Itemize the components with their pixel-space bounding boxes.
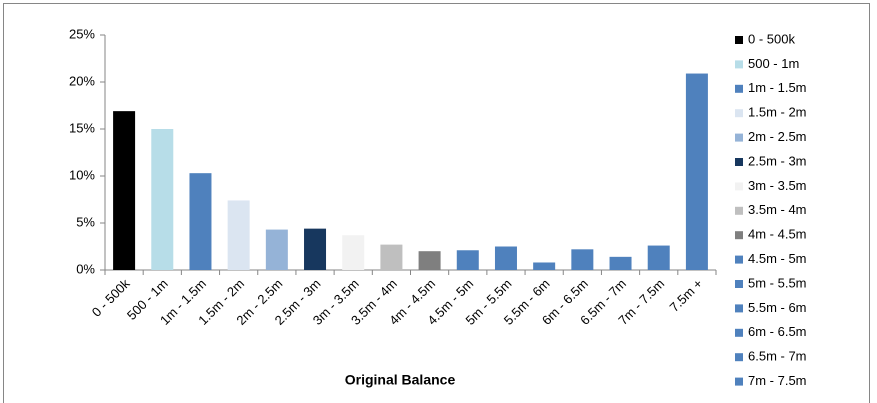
legend-label: 1.5m - 2m bbox=[748, 105, 807, 120]
y-tick-label: 10% bbox=[69, 167, 95, 182]
legend-label: 5m - 5.5m bbox=[748, 275, 807, 290]
legend-label: 500 - 1m bbox=[748, 56, 799, 71]
bar bbox=[609, 256, 632, 270]
legend-swatch bbox=[735, 328, 743, 337]
y-tick-label: 25% bbox=[69, 26, 95, 41]
legend-label: 6.5m - 7m bbox=[748, 349, 807, 364]
bar bbox=[456, 250, 479, 270]
y-tick-label: 5% bbox=[76, 214, 95, 229]
bar bbox=[647, 245, 670, 270]
bar bbox=[571, 249, 594, 270]
legend-label: 0 - 500k bbox=[748, 31, 795, 46]
legend-label: 4.5m - 5m bbox=[748, 251, 807, 266]
legend-swatch bbox=[735, 158, 743, 166]
bar bbox=[151, 129, 174, 270]
legend-label: 3.5m - 4m bbox=[748, 202, 807, 217]
y-tick-label: 0% bbox=[76, 261, 95, 276]
legend-label: 5.5m - 6m bbox=[748, 300, 807, 315]
legend-swatch bbox=[735, 231, 743, 240]
legend-swatch bbox=[735, 255, 743, 264]
legend-swatch bbox=[735, 60, 743, 69]
legend-swatch bbox=[735, 84, 743, 93]
bar bbox=[418, 251, 441, 270]
bar bbox=[113, 111, 136, 270]
bar bbox=[227, 200, 250, 270]
bar bbox=[189, 173, 212, 270]
legend-swatch bbox=[735, 304, 743, 313]
legend-swatch bbox=[735, 280, 743, 288]
x-axis-title: Original Balance bbox=[345, 372, 456, 388]
bar bbox=[494, 246, 517, 270]
legend-swatch bbox=[735, 206, 743, 215]
bar bbox=[685, 73, 708, 270]
chart-frame bbox=[3, 3, 870, 403]
legend-swatch bbox=[735, 133, 743, 142]
legend-label: 1m - 1.5m bbox=[748, 80, 807, 95]
bar bbox=[304, 228, 327, 270]
legend-swatch bbox=[735, 353, 743, 362]
legend-swatch bbox=[735, 36, 743, 44]
bar bbox=[265, 229, 288, 270]
legend-label: 2m - 2.5m bbox=[748, 129, 807, 144]
legend-swatch bbox=[735, 377, 743, 386]
legend-label: 7m - 7.5m bbox=[748, 373, 807, 388]
legend-label: 2.5m - 3m bbox=[748, 153, 807, 168]
y-tick-label: 20% bbox=[69, 73, 95, 88]
bar bbox=[533, 262, 556, 270]
bar bbox=[342, 235, 365, 270]
bar bbox=[380, 244, 403, 270]
legend-swatch bbox=[735, 109, 743, 118]
y-tick-label: 15% bbox=[69, 120, 95, 135]
legend-label: 4m - 4.5m bbox=[748, 227, 807, 242]
legend-label: 6m - 6.5m bbox=[748, 324, 807, 339]
legend-swatch bbox=[735, 182, 743, 191]
legend-label: 3m - 3.5m bbox=[748, 178, 807, 193]
